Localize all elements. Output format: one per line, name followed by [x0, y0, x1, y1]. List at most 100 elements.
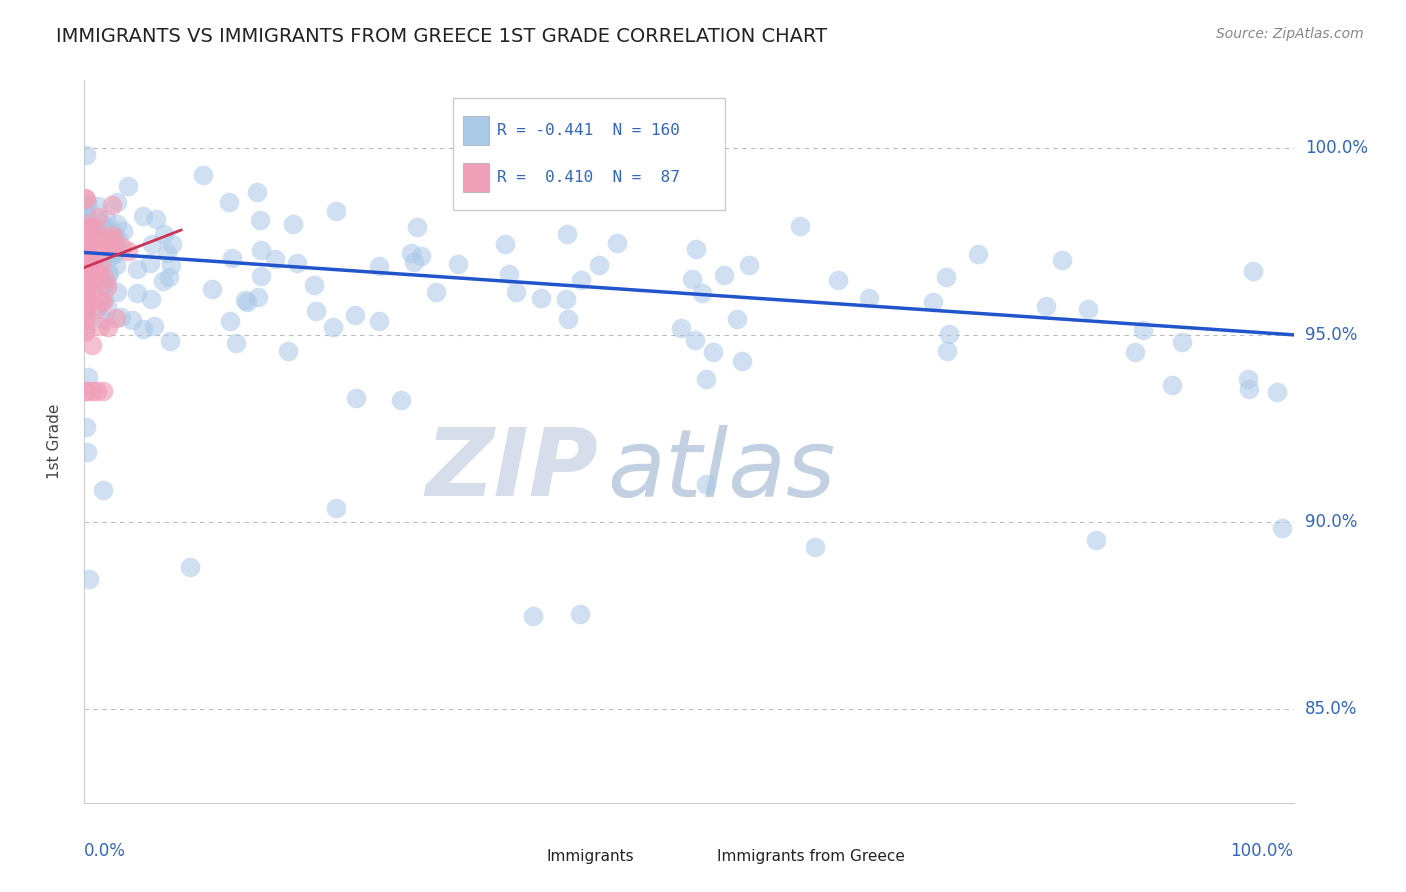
- Point: [494, 237, 516, 252]
- Point: [75, 211, 97, 225]
- Point: [87, 210, 110, 224]
- Point: [249, 212, 271, 227]
- Point: [73, 227, 96, 241]
- Point: [588, 258, 610, 272]
- Point: [302, 278, 325, 293]
- FancyBboxPatch shape: [453, 98, 725, 211]
- Point: [368, 259, 391, 273]
- Point: [89, 318, 111, 333]
- Point: [406, 219, 429, 234]
- FancyBboxPatch shape: [513, 847, 540, 868]
- Point: [77, 260, 100, 274]
- Point: [132, 321, 155, 335]
- Point: [76, 384, 98, 398]
- Point: [285, 255, 308, 269]
- Point: [87, 267, 110, 281]
- Point: [121, 313, 143, 327]
- Point: [1123, 344, 1146, 359]
- Point: [725, 311, 748, 326]
- Point: [117, 244, 139, 258]
- Point: [153, 227, 176, 242]
- Point: [75, 205, 97, 219]
- Point: [73, 260, 96, 274]
- Point: [967, 247, 990, 261]
- Point: [77, 231, 100, 245]
- Point: [936, 343, 959, 358]
- Point: [75, 295, 97, 310]
- Point: [75, 282, 97, 296]
- Point: [98, 225, 121, 239]
- Point: [73, 312, 96, 326]
- Point: [93, 483, 115, 497]
- Point: [73, 232, 96, 246]
- Point: [368, 313, 391, 327]
- Point: [73, 244, 96, 258]
- Point: [125, 262, 148, 277]
- Point: [695, 477, 717, 491]
- Point: [86, 227, 108, 241]
- Point: [401, 246, 423, 260]
- Point: [73, 260, 96, 274]
- Point: [669, 321, 692, 335]
- Point: [681, 271, 703, 285]
- Point: [93, 291, 115, 305]
- Point: [73, 281, 96, 295]
- Point: [75, 273, 97, 287]
- Point: [80, 233, 103, 247]
- Point: [82, 338, 104, 352]
- Point: [1076, 302, 1098, 317]
- Point: [77, 256, 100, 270]
- Point: [75, 307, 97, 321]
- Point: [225, 335, 247, 350]
- Point: [75, 284, 97, 298]
- Point: [75, 147, 97, 161]
- Point: [79, 274, 101, 288]
- Point: [555, 293, 578, 307]
- Point: [75, 278, 97, 293]
- Point: [522, 608, 544, 623]
- Point: [73, 297, 96, 311]
- Point: [505, 285, 527, 300]
- Point: [93, 312, 115, 326]
- Point: [1160, 377, 1182, 392]
- Point: [141, 236, 163, 251]
- Point: [90, 293, 112, 307]
- Point: [101, 223, 124, 237]
- Point: [143, 318, 166, 333]
- Point: [73, 228, 96, 243]
- Point: [236, 295, 259, 310]
- Point: [322, 320, 344, 334]
- Point: [789, 219, 811, 233]
- Point: [84, 219, 107, 234]
- Point: [104, 259, 127, 273]
- Point: [75, 292, 97, 306]
- Point: [79, 239, 101, 253]
- Point: [75, 419, 97, 434]
- Point: [75, 274, 97, 288]
- Point: [1236, 372, 1258, 386]
- Point: [76, 273, 98, 287]
- Point: [83, 259, 105, 273]
- Point: [77, 572, 100, 586]
- Point: [191, 168, 214, 182]
- Point: [75, 287, 97, 301]
- Point: [75, 318, 97, 333]
- Point: [105, 239, 128, 253]
- Point: [246, 186, 269, 200]
- Point: [152, 274, 174, 288]
- Point: [94, 211, 117, 226]
- Point: [98, 241, 121, 255]
- Point: [139, 293, 162, 307]
- Point: [75, 252, 97, 266]
- Text: Immigrants from Greece: Immigrants from Greece: [717, 849, 904, 864]
- Point: [75, 191, 97, 205]
- Point: [1241, 264, 1264, 278]
- Point: [75, 276, 97, 290]
- Point: [157, 270, 180, 285]
- Text: 90.0%: 90.0%: [1305, 513, 1357, 531]
- Point: [250, 268, 273, 283]
- Point: [75, 263, 97, 277]
- Point: [425, 285, 447, 299]
- Point: [498, 267, 520, 281]
- Point: [110, 310, 132, 325]
